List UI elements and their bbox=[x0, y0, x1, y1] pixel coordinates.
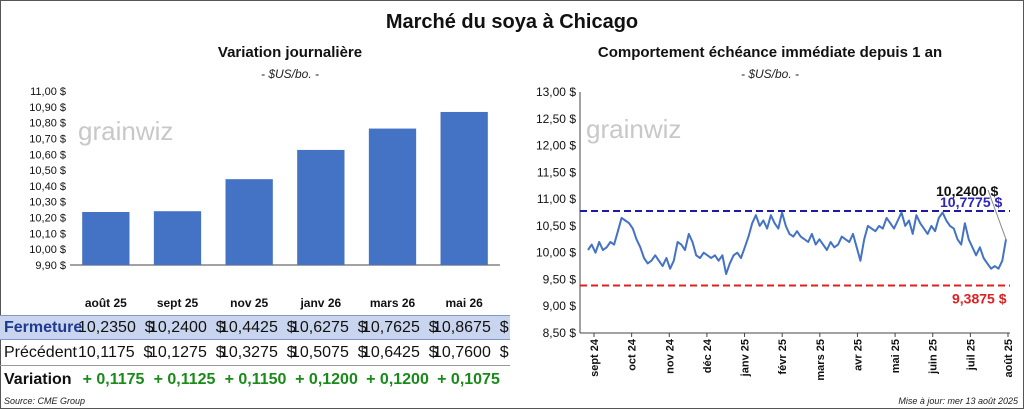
previous-cell: 10,7600 $ bbox=[433, 344, 509, 361]
bar bbox=[297, 149, 345, 265]
x-tick-label: août 25 bbox=[1003, 339, 1015, 378]
previous-cell: 10,1175 $ bbox=[78, 344, 153, 361]
watermark-logo: grainwiz bbox=[586, 114, 681, 144]
y-tick-label: 11,50 $ bbox=[537, 165, 576, 179]
y-tick-label: 10,90 $ bbox=[29, 102, 66, 114]
x-tick-label: avr 25 bbox=[852, 339, 864, 371]
source-note: Source: CME Group bbox=[4, 396, 86, 406]
variation-cell: + 0,1075 bbox=[437, 370, 500, 388]
x-tick-label: janv 25 bbox=[740, 339, 752, 377]
close-cell: 10,8675 $ bbox=[433, 318, 509, 336]
variation-label: Variation bbox=[4, 370, 72, 388]
y-tick-label: 10,30 $ bbox=[29, 197, 66, 209]
y-tick-label: 8,50 $ bbox=[543, 326, 577, 340]
update-note: Mise à jour: mer 13 août 2025 bbox=[898, 396, 1018, 406]
y-tick-label: 10,10 $ bbox=[29, 228, 66, 240]
right-chart-title: Comportement échéance immédiate depuis 1… bbox=[597, 44, 943, 61]
y-tick-label: 10,50 $ bbox=[536, 219, 576, 233]
right-chart-unit: - $US/bo. - bbox=[740, 67, 800, 81]
x-tick-label: févr 25 bbox=[777, 339, 789, 374]
variation-cell: + 0,1200 bbox=[366, 370, 429, 388]
y-tick-label: 10,00 $ bbox=[536, 246, 576, 260]
close-cell: 10,2350 $ bbox=[78, 318, 154, 336]
x-tick-label: mars 26 bbox=[370, 296, 416, 310]
x-tick-label: oct 24 bbox=[627, 338, 639, 371]
x-tick-label: sept 24 bbox=[589, 338, 601, 377]
bar bbox=[368, 128, 417, 265]
x-tick-label: nov 24 bbox=[664, 338, 676, 374]
last-value-leader bbox=[987, 189, 1007, 240]
y-tick-label: 12,00 $ bbox=[536, 139, 576, 153]
table-row-variation: Variation + 0,1175 + 0,1125 + 0,1150 + 0… bbox=[0, 367, 510, 392]
previous-cell: 10,5075 $ bbox=[291, 344, 367, 361]
variation-cell: + 0,1200 bbox=[295, 370, 358, 388]
x-tick-label: déc 24 bbox=[702, 338, 714, 373]
previous-cell: 10,6425 $ bbox=[362, 344, 438, 361]
y-tick-label: 11,00 $ bbox=[537, 192, 576, 206]
previous-cell: 10,3275 $ bbox=[220, 344, 296, 361]
last-value-label: 10,2400 $ bbox=[936, 183, 998, 199]
x-tick-label: janv 26 bbox=[299, 296, 341, 310]
page-title: Marché du soya à Chicago bbox=[385, 11, 639, 33]
variation-cell: + 0,1125 bbox=[153, 370, 216, 388]
bar bbox=[82, 212, 130, 265]
price-series-line bbox=[587, 211, 1007, 276]
x-tick-label: nov 25 bbox=[230, 296, 268, 310]
x-tick-label: juil 25 bbox=[965, 339, 977, 371]
variation-cell: + 0,1150 bbox=[224, 370, 287, 388]
bar bbox=[225, 179, 273, 265]
high-value-label: 10,7775 $ bbox=[940, 194, 1002, 210]
close-cell: 10,6275 $ bbox=[291, 318, 367, 336]
x-tick-label: sept 25 bbox=[157, 296, 199, 310]
left-chart-title: Variation journalière bbox=[217, 44, 363, 61]
left-chart-unit: - $US/bo. - bbox=[260, 67, 320, 81]
watermark-logo: grainwiz bbox=[78, 116, 173, 146]
y-tick-label: 12,50 $ bbox=[536, 112, 576, 126]
close-label: Fermeture bbox=[4, 318, 83, 336]
x-tick-label: mars 25 bbox=[815, 339, 827, 381]
y-tick-label: 10,50 $ bbox=[29, 165, 66, 177]
bar bbox=[153, 211, 202, 265]
y-tick-label: 10,00 $ bbox=[29, 244, 66, 256]
variation-cell: + 0,1175 bbox=[82, 370, 145, 388]
y-tick-label: 10,40 $ bbox=[29, 181, 66, 193]
previous-label: Précédent bbox=[4, 344, 77, 361]
y-tick-label: 9,50 $ bbox=[543, 272, 577, 286]
x-tick-label: août 25 bbox=[85, 296, 127, 310]
y-tick-label: 9,90 $ bbox=[35, 260, 66, 272]
table-row-close: Fermeture 10,2350 $ 10,2400 $ 10,4425 $ … bbox=[0, 315, 510, 340]
x-tick-label: mai 26 bbox=[445, 296, 483, 310]
close-cell: 10,7625 $ bbox=[362, 318, 438, 336]
bar bbox=[440, 111, 488, 265]
previous-cell: 10,1275 $ bbox=[149, 344, 225, 361]
y-tick-label: 13,00 $ bbox=[536, 85, 576, 99]
y-tick-label: 10,60 $ bbox=[29, 149, 66, 161]
x-tick-label: mai 25 bbox=[890, 339, 902, 373]
x-tick-label: juin 25 bbox=[928, 339, 940, 375]
y-tick-label: 10,80 $ bbox=[29, 118, 66, 130]
table-row-previous: Précédent 10,1175 $ 10,1275 $ 10,3275 $ … bbox=[0, 341, 510, 366]
line-chart: grainwiz 8,50 $ 9,00 $ 9,50 $ 10,00 $ 10,50 $… bbox=[536, 85, 1015, 381]
close-cell: 10,2400 $ bbox=[149, 318, 225, 336]
y-tick-label: 9,00 $ bbox=[543, 299, 577, 313]
y-tick-label: 10,20 $ bbox=[29, 213, 66, 225]
y-tick-label: 10,70 $ bbox=[29, 133, 66, 145]
y-tick-label: 11,00 $ bbox=[30, 86, 66, 98]
close-cell: 10,4425 $ bbox=[220, 318, 296, 336]
low-value-label: 9,3875 $ bbox=[952, 290, 1007, 306]
bar-chart: grainwiz 9,90 $ 10,00 $ 10,10 $ 10,20 $ 10,30… bbox=[29, 86, 500, 310]
